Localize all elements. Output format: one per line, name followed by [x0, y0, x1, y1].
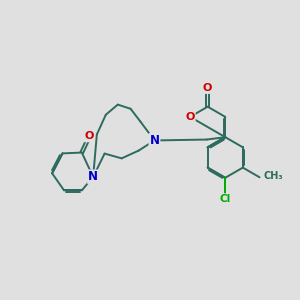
Text: N: N	[88, 170, 98, 183]
Text: N: N	[149, 134, 160, 147]
Text: O: O	[85, 131, 94, 141]
Text: Cl: Cl	[220, 194, 231, 204]
Text: O: O	[203, 83, 212, 93]
Text: O: O	[185, 112, 195, 122]
Text: CH₃: CH₃	[263, 171, 283, 181]
